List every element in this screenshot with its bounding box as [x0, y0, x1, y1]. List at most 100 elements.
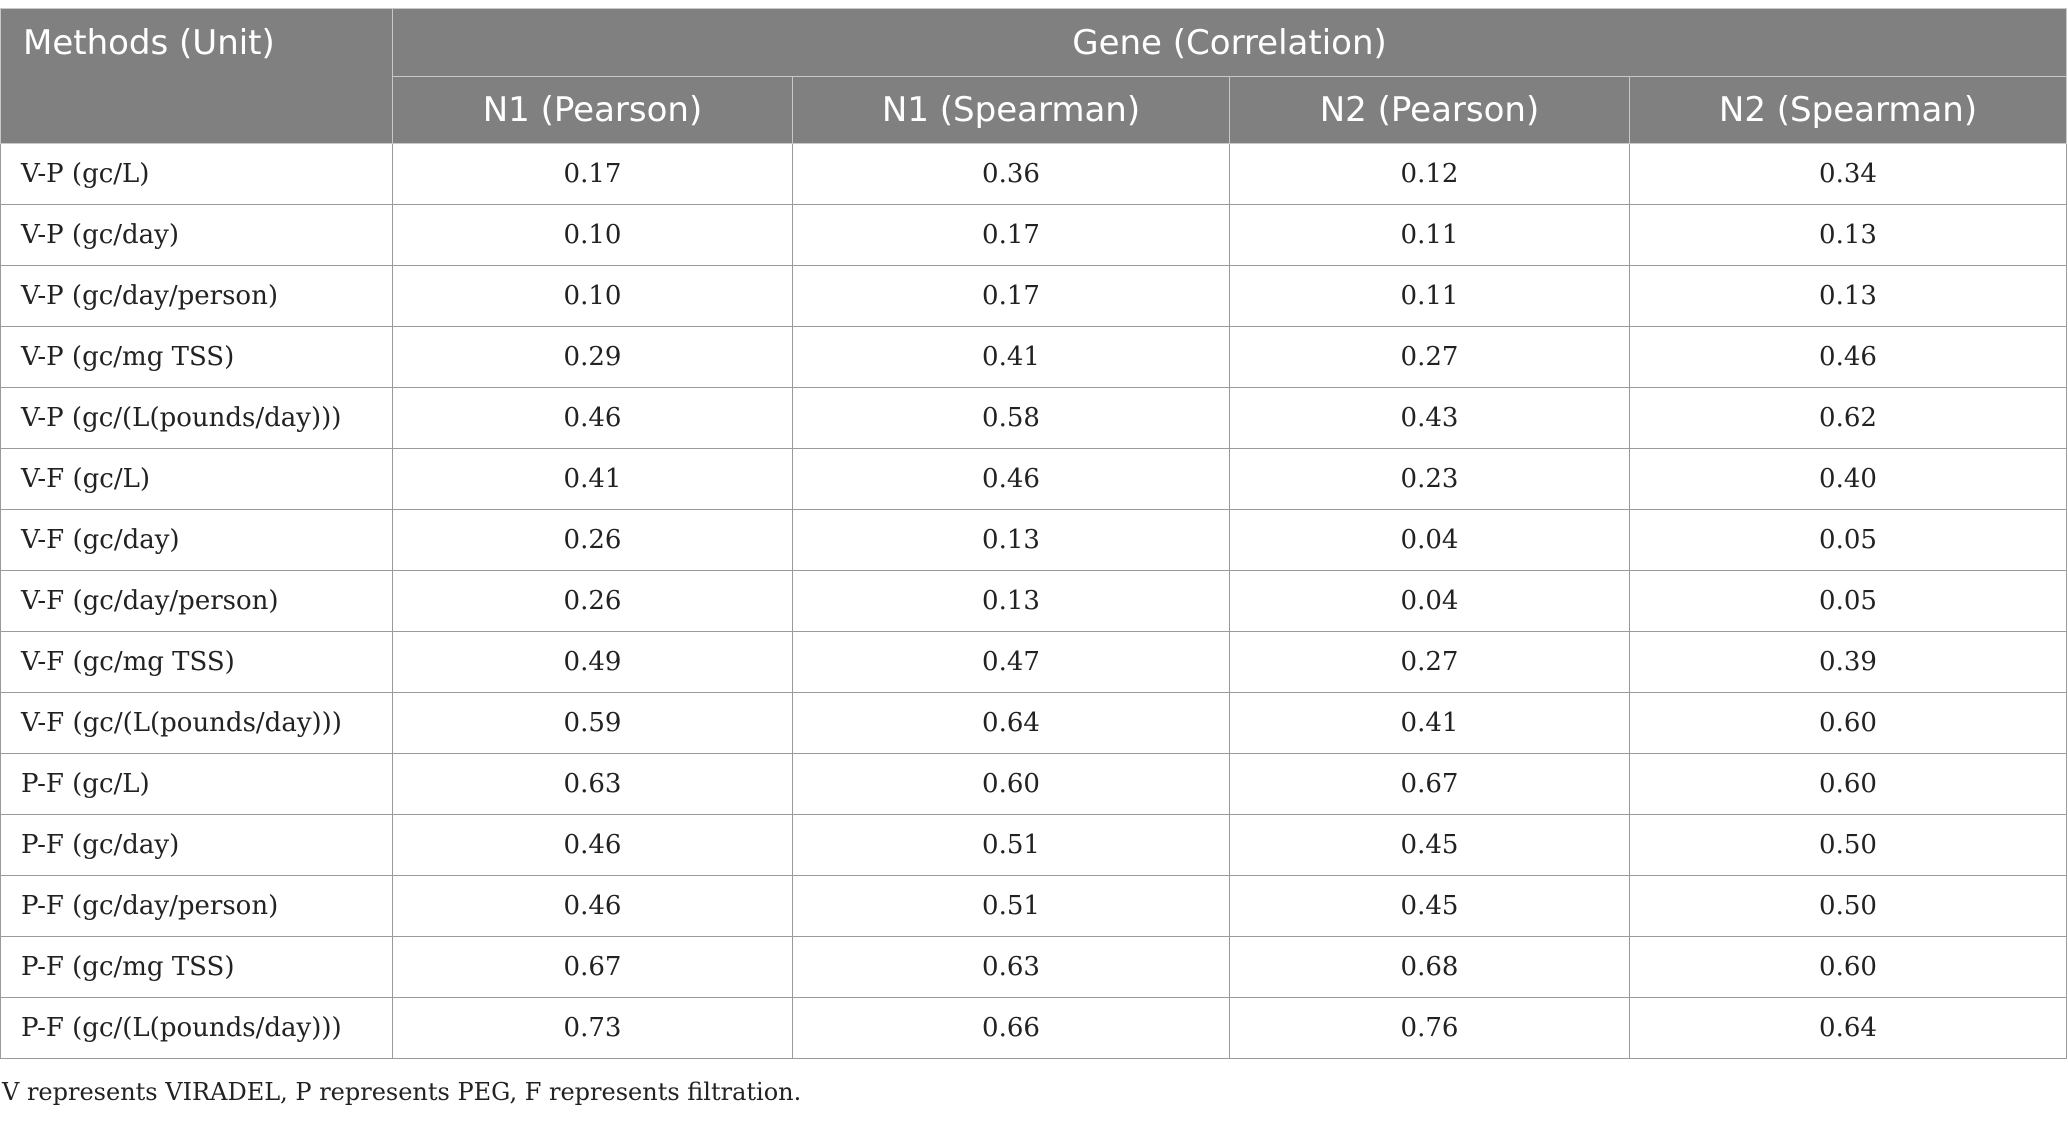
value-cell: 0.66 [792, 997, 1230, 1059]
value-cell: 0.05 [1629, 570, 2067, 632]
value-cell: 0.13 [1629, 265, 2067, 327]
table-row: V-F (gc/day) 0.26 0.13 0.04 0.05 [0, 509, 2067, 571]
value-cell: 0.67 [392, 936, 793, 998]
row-label-cell: V-P (gc/(L(pounds/day))) [0, 387, 393, 449]
value-cell: 0.67 [1229, 753, 1630, 815]
value-cell: 0.41 [1229, 692, 1630, 754]
row-label-cell: P-F (gc/(L(pounds/day))) [0, 997, 393, 1059]
table-row: P-F (gc/day/person) 0.46 0.51 0.45 0.50 [0, 875, 2067, 937]
row-label-cell: V-F (gc/L) [0, 448, 393, 510]
value-cell: 0.34 [1629, 143, 2067, 205]
value-cell: 0.45 [1229, 875, 1630, 937]
row-label-cell: V-F (gc/(L(pounds/day))) [0, 692, 393, 754]
table-row: P-F (gc/(L(pounds/day))) 0.73 0.66 0.76 0.64 [0, 997, 2067, 1059]
value-cell: 0.41 [392, 448, 793, 510]
table-row: V-P (gc/mg TSS) 0.29 0.41 0.27 0.46 [0, 326, 2067, 388]
value-cell: 0.60 [1629, 692, 2067, 754]
value-cell: 0.46 [392, 814, 793, 876]
correlation-table-container: Methods (Unit) Gene (Correlation) N1 (Pe… [0, 8, 2067, 1059]
value-cell: 0.43 [1229, 387, 1630, 449]
value-cell: 0.73 [392, 997, 793, 1059]
table-row: V-P (gc/(L(pounds/day))) 0.46 0.58 0.43 0.62 [0, 387, 2067, 449]
value-cell: 0.60 [792, 753, 1230, 815]
row-label-cell: V-P (gc/mg TSS) [0, 326, 393, 388]
value-cell: 0.62 [1629, 387, 2067, 449]
value-cell: 0.13 [792, 509, 1230, 571]
value-cell: 0.04 [1229, 570, 1630, 632]
value-cell: 0.63 [792, 936, 1230, 998]
value-cell: 0.46 [792, 448, 1230, 510]
value-cell: 0.17 [792, 204, 1230, 266]
value-cell: 0.36 [792, 143, 1230, 205]
row-label-cell: P-F (gc/L) [0, 753, 393, 815]
table-row: V-P (gc/day) 0.10 0.17 0.11 0.13 [0, 204, 2067, 266]
value-cell: 0.59 [392, 692, 793, 754]
value-cell: 0.64 [1629, 997, 2067, 1059]
value-cell: 0.50 [1629, 875, 2067, 937]
value-cell: 0.05 [1629, 509, 2067, 571]
table-row: V-F (gc/day/person) 0.26 0.13 0.04 0.05 [0, 570, 2067, 632]
row-label-cell: V-P (gc/day) [0, 204, 393, 266]
row-label-cell: P-F (gc/day/person) [0, 875, 393, 937]
correlation-table: Methods (Unit) Gene (Correlation) N1 (Pe… [0, 8, 2067, 1059]
value-cell: 0.13 [792, 570, 1230, 632]
value-cell: 0.50 [1629, 814, 2067, 876]
value-cell: 0.17 [792, 265, 1230, 327]
table-body: V-P (gc/L) 0.17 0.36 0.12 0.34 V-P (gc/day) 0.… [0, 143, 2067, 1059]
value-cell: 0.23 [1229, 448, 1630, 510]
table-row: P-F (gc/day) 0.46 0.51 0.45 0.50 [0, 814, 2067, 876]
value-cell: 0.12 [1229, 143, 1630, 205]
column-header-n2-pearson: N2 (Pearson) [1229, 76, 1630, 144]
column-header-n1-pearson: N1 (Pearson) [392, 76, 793, 144]
value-cell: 0.26 [392, 509, 793, 571]
value-cell: 0.46 [392, 387, 793, 449]
value-cell: 0.49 [392, 631, 793, 693]
value-cell: 0.10 [392, 204, 793, 266]
value-cell: 0.60 [1629, 753, 2067, 815]
row-label-cell: P-F (gc/day) [0, 814, 393, 876]
value-cell: 0.68 [1229, 936, 1630, 998]
column-header-n2-spearman: N2 (Spearman) [1629, 76, 2067, 144]
table-row: P-F (gc/L) 0.63 0.60 0.67 0.60 [0, 753, 2067, 815]
value-cell: 0.60 [1629, 936, 2067, 998]
value-cell: 0.27 [1229, 631, 1630, 693]
value-cell: 0.11 [1229, 265, 1630, 327]
value-cell: 0.51 [792, 875, 1230, 937]
row-label-cell: P-F (gc/mg TSS) [0, 936, 393, 998]
row-label-cell: V-F (gc/mg TSS) [0, 631, 393, 693]
value-cell: 0.46 [392, 875, 793, 937]
value-cell: 0.45 [1229, 814, 1630, 876]
row-label-cell: V-P (gc/day/person) [0, 265, 393, 327]
methods-column-header: Methods (Unit) [0, 8, 393, 144]
value-cell: 0.39 [1629, 631, 2067, 693]
value-cell: 0.27 [1229, 326, 1630, 388]
table-row: V-P (gc/L) 0.17 0.36 0.12 0.34 [0, 143, 2067, 205]
table-row: V-F (gc/(L(pounds/day))) 0.59 0.64 0.41 0.60 [0, 692, 2067, 754]
value-cell: 0.13 [1629, 204, 2067, 266]
table-row: V-F (gc/mg TSS) 0.49 0.47 0.27 0.39 [0, 631, 2067, 693]
value-cell: 0.46 [1629, 326, 2067, 388]
value-cell: 0.76 [1229, 997, 1630, 1059]
table-row: V-F (gc/L) 0.41 0.46 0.23 0.40 [0, 448, 2067, 510]
table-header: Methods (Unit) Gene (Correlation) N1 (Pe… [0, 8, 2067, 144]
table-row: V-P (gc/day/person) 0.10 0.17 0.11 0.13 [0, 265, 2067, 327]
value-cell: 0.58 [792, 387, 1230, 449]
row-label-cell: V-F (gc/day/person) [0, 570, 393, 632]
value-cell: 0.64 [792, 692, 1230, 754]
row-label-cell: V-P (gc/L) [0, 143, 393, 205]
value-cell: 0.29 [392, 326, 793, 388]
column-header-n1-spearman: N1 (Spearman) [792, 76, 1230, 144]
table-footnote: V represents VIRADEL, P represents PEG, … [2, 1078, 802, 1106]
table-row: P-F (gc/mg TSS) 0.67 0.63 0.68 0.60 [0, 936, 2067, 998]
value-cell: 0.41 [792, 326, 1230, 388]
value-cell: 0.10 [392, 265, 793, 327]
value-cell: 0.17 [392, 143, 793, 205]
value-cell: 0.40 [1629, 448, 2067, 510]
row-label-cell: V-F (gc/day) [0, 509, 393, 571]
value-cell: 0.04 [1229, 509, 1630, 571]
gene-correlation-group-header: Gene (Correlation) [392, 8, 2067, 77]
value-cell: 0.26 [392, 570, 793, 632]
value-cell: 0.51 [792, 814, 1230, 876]
value-cell: 0.11 [1229, 204, 1630, 266]
value-cell: 0.63 [392, 753, 793, 815]
